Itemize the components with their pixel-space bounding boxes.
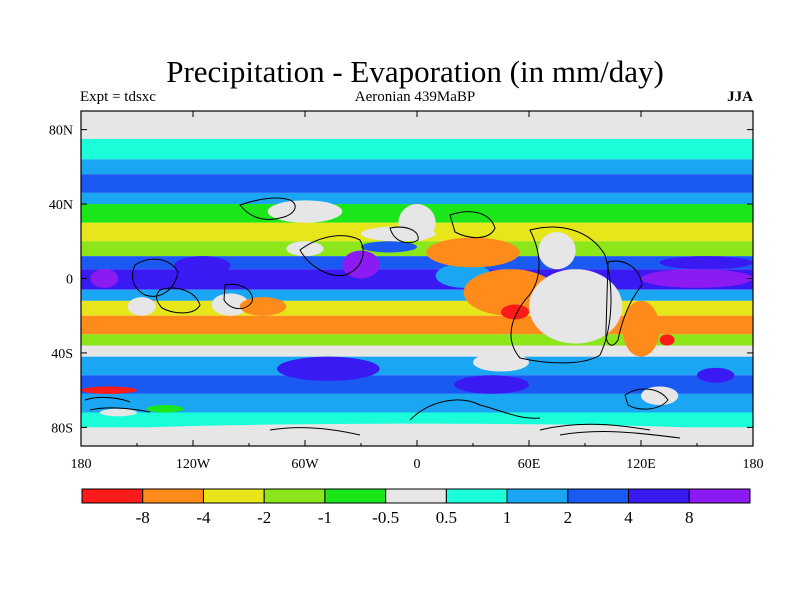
colorbar-label: -4 (196, 508, 211, 527)
field-band-1 (81, 138, 753, 160)
field-region-13 (529, 269, 623, 344)
field-region-17 (641, 269, 753, 288)
coastline-west-island (132, 258, 179, 297)
field-region-15 (622, 300, 660, 357)
field-band-10 (81, 289, 753, 301)
colorbar-label: 2 (564, 508, 573, 527)
colorbar-swatch-8 (567, 488, 630, 504)
field-region-26 (454, 375, 529, 394)
colorbar-swatch-7 (506, 488, 569, 504)
colorbar-label: -2 (257, 508, 271, 527)
colorbar-swatch-6 (445, 488, 508, 504)
colorbar-swatch-10 (688, 488, 751, 504)
field-region-10 (426, 237, 520, 268)
coastline-north-america (239, 197, 296, 220)
field-region-1 (90, 269, 119, 288)
field-band-13 (81, 334, 753, 346)
colorbar-label: 1 (503, 508, 512, 527)
map-plot-area (81, 111, 753, 446)
field-region-20 (398, 204, 436, 242)
coastline-south-east-island (624, 388, 669, 410)
field-region-27 (641, 386, 679, 406)
x-tick-label: 120E (626, 457, 656, 472)
x-tick-label: 60E (518, 457, 541, 472)
field-region-28 (697, 367, 735, 383)
field-band-17 (81, 393, 753, 413)
coastline-small-north (389, 226, 419, 244)
y-tick-label: 40S (51, 347, 73, 362)
field-region-3 (211, 293, 249, 316)
coastline-pacific-islands (156, 287, 201, 314)
colorbar-label: 0.5 (436, 508, 457, 527)
field-region-23 (99, 408, 137, 417)
field-region-22 (146, 405, 184, 413)
field-region-24 (277, 356, 380, 381)
field-region-25 (473, 352, 529, 372)
field-band-15 (81, 356, 753, 376)
field-band-16 (81, 375, 753, 394)
coastline-east-continent (605, 260, 643, 346)
period-label: Aeronian 439MaBP (354, 89, 476, 105)
colorbar: -8 -4 -2 -1 -0.5 0.5 1 2 4 8 (81, 488, 751, 527)
field-band-14 (81, 345, 753, 357)
coastline-southern-arc (409, 399, 541, 421)
colorbar-label: -1 (318, 508, 332, 527)
field-region-29 (81, 423, 753, 443)
y-tick-label: 80S (51, 421, 73, 436)
field-band-4 (81, 192, 753, 205)
field-region-14 (538, 231, 576, 270)
y-tick-label: 0 (66, 273, 73, 288)
colorbar-label: 8 (685, 508, 694, 527)
coastline-central-landmass (299, 235, 364, 277)
field-region-12 (501, 304, 529, 320)
coastline-africa-like (510, 226, 612, 364)
x-tick-label: 180 (743, 457, 764, 472)
colorbar-label: 4 (624, 508, 633, 527)
colorbar-label: -8 (136, 508, 150, 527)
colorbar-swatch-5 (385, 488, 447, 504)
field-band-18 (81, 412, 753, 428)
field-band-2 (81, 159, 753, 175)
colorbar-label: -0.5 (372, 508, 399, 527)
chart-title: Precipitation - Evaporation (in mm/day) (166, 54, 664, 89)
experiment-label: Expt = tdsxc (80, 89, 156, 105)
field-region-6 (286, 241, 324, 257)
colorbar-swatch-0 (81, 488, 144, 504)
field-band-8 (81, 256, 753, 270)
colorbar-swatch-4 (324, 488, 387, 504)
field-band-3 (81, 174, 753, 193)
field-region-8 (361, 241, 417, 253)
coastline-south-west (84, 396, 151, 413)
y-tick-label: 40N (49, 198, 73, 213)
colorbar-swatch-2 (202, 488, 265, 504)
coastline-antarctic (269, 423, 681, 439)
colorbar-swatch-3 (263, 488, 326, 504)
field-region-16 (659, 334, 675, 346)
colorbar-swatch-9 (628, 488, 690, 504)
field-region-4 (239, 297, 287, 316)
field-region-19 (267, 200, 343, 223)
field-region-18 (659, 256, 753, 270)
map-axes: 180 120W 60W 0 60E 120E 180 80N 40N 0 40S 80S (49, 110, 764, 472)
colorbar-swatch-1 (142, 488, 204, 504)
field-region-21 (81, 386, 137, 394)
x-tick-label: 120W (176, 457, 211, 472)
field-region-2 (127, 297, 156, 316)
field-region-0 (174, 256, 231, 275)
coastlines (84, 197, 681, 439)
x-tick-label: 0 (414, 457, 421, 472)
x-tick-label: 180 (71, 457, 92, 472)
y-tick-label: 80N (49, 124, 73, 139)
field-band-7 (81, 241, 753, 257)
coastline-north-east (449, 211, 496, 238)
coastline-south-central (223, 283, 253, 309)
season-label: JJA (727, 89, 753, 105)
x-tick-label: 60W (291, 457, 319, 472)
